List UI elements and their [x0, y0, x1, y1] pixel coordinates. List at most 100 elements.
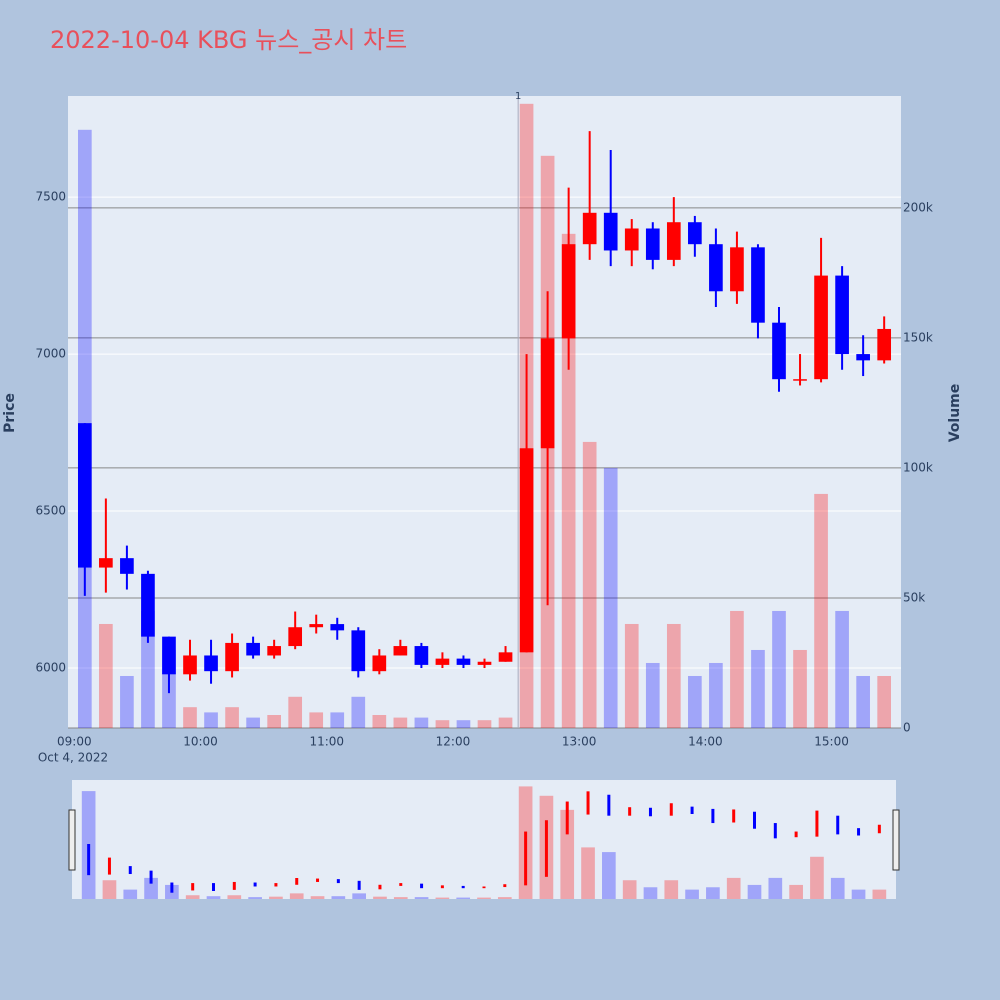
slider-volume-bar — [373, 896, 387, 899]
candle-body — [645, 228, 660, 260]
candle-body — [456, 658, 471, 665]
slider-volume-bar — [768, 877, 783, 899]
candle-body — [393, 646, 408, 656]
slider-volume-bar — [206, 896, 221, 899]
candle-body — [330, 624, 345, 631]
volume-bar — [225, 707, 239, 728]
volume-bar — [835, 610, 849, 728]
volume-bar — [456, 720, 471, 728]
volume-bar — [709, 662, 723, 728]
slider-volume-bar — [872, 889, 887, 899]
candle-body — [204, 655, 218, 672]
candle-body — [183, 655, 197, 675]
slider-volume-bar — [789, 884, 803, 899]
x-tick-label: 10:00 — [183, 735, 218, 749]
candle-body — [561, 244, 576, 339]
plot-area — [68, 96, 901, 728]
volume-bar — [498, 717, 513, 728]
volume-bar — [772, 610, 786, 728]
slider-volume-bar — [248, 897, 262, 899]
volume-bar — [309, 712, 324, 728]
x-tick-label: 15:00 — [814, 735, 849, 749]
volume-bar — [414, 717, 429, 728]
candle-body — [372, 655, 387, 672]
candle-body — [351, 630, 366, 672]
candle-body — [814, 275, 828, 380]
slider-volume-bar — [622, 880, 637, 899]
volume-bar — [330, 712, 345, 728]
candle-body — [772, 322, 786, 380]
y-tick-label: 6500 — [35, 504, 66, 518]
candle-body — [99, 558, 113, 568]
volume-bar — [645, 662, 660, 728]
volume-bar — [666, 623, 681, 728]
candle-body — [856, 354, 870, 361]
y-tick-label: 6000 — [35, 661, 66, 675]
slider-volume-bar — [456, 897, 471, 899]
y2-tick-label: 100k — [903, 460, 933, 474]
volume-bar — [99, 623, 113, 728]
x-tick-label: 14:00 — [688, 735, 723, 749]
slider-volume-bar — [331, 896, 346, 899]
slider-volume-bar — [851, 889, 866, 899]
volume-bar — [877, 675, 892, 728]
y2-tick-label: 200k — [903, 200, 933, 214]
y2-axis-title: Volume — [947, 384, 963, 443]
candle-body — [877, 328, 892, 361]
candle-body — [288, 627, 303, 647]
candle-body — [519, 448, 534, 653]
slider-volume-bar — [497, 897, 512, 899]
candle-body — [435, 658, 450, 665]
candle-body — [77, 423, 92, 568]
volume-bar — [688, 675, 702, 728]
y-tick-label: 7000 — [35, 347, 66, 361]
candle-body — [540, 338, 555, 449]
chart-title: 2022-10-04 KBG 뉴스_공시 차트 — [50, 26, 407, 54]
slider-volume-bar — [414, 897, 429, 899]
slider-volume-bar — [602, 852, 616, 899]
x-tick-label: 13:00 — [562, 735, 597, 749]
slider-handle[interactable] — [68, 809, 76, 871]
x-tick-label: 12:00 — [436, 735, 471, 749]
candle-body — [162, 636, 176, 675]
candle-body — [120, 558, 134, 574]
y-tick-label: 7500 — [35, 190, 66, 204]
x-sublabel: Oct 4, 2022 — [38, 751, 108, 765]
candle-body — [582, 212, 597, 245]
y-axis-title: Price — [2, 393, 18, 433]
candle-body — [688, 222, 702, 245]
volume-bar — [372, 714, 387, 728]
candle-body — [730, 247, 744, 292]
slider-volume-bar — [269, 896, 283, 899]
slider-volume-bar — [144, 877, 158, 899]
range-slider[interactable] — [72, 780, 896, 899]
slider-volume-bar — [102, 880, 117, 899]
candle-body — [751, 247, 765, 323]
candle-body — [666, 222, 681, 260]
slider-volume-bar — [227, 895, 242, 899]
volume-bar — [561, 233, 576, 728]
volume-bar — [751, 649, 765, 728]
volume-bar — [246, 717, 260, 728]
candle-body — [624, 228, 639, 251]
slider-volume-bar — [560, 809, 575, 899]
candle-body — [498, 652, 513, 662]
y2-tick-label: 50k — [903, 590, 925, 604]
candle-body — [267, 646, 281, 656]
volume-bar — [267, 714, 281, 728]
volume-bar — [183, 707, 197, 728]
slider-volume-bar — [810, 856, 824, 899]
slider-volume-bar — [830, 877, 845, 899]
slider-handle[interactable] — [892, 809, 900, 871]
slider-volume-bar — [185, 895, 200, 899]
volume-bar — [603, 467, 618, 728]
slider-volume-bar — [581, 847, 595, 899]
slider-volume-bar — [310, 896, 325, 899]
x-tick-label: 11:00 — [309, 735, 344, 749]
slider-volume-bar — [477, 897, 491, 899]
slider-volume-bar — [289, 893, 304, 899]
volume-bar — [120, 675, 134, 728]
candle-body — [835, 275, 849, 355]
volume-bar — [814, 493, 828, 728]
